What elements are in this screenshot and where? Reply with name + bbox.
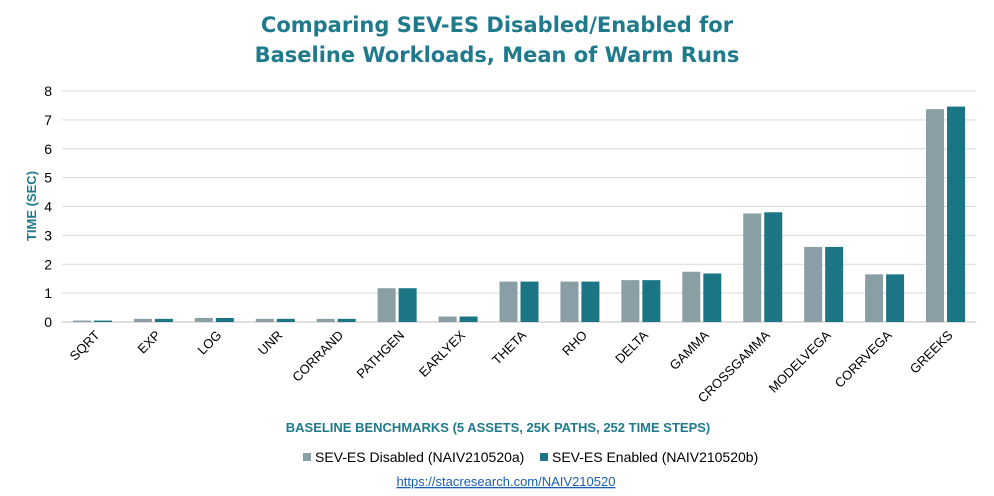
- bar-corrvega-enabled: [886, 274, 905, 322]
- bar-modelvega-disabled: [804, 246, 823, 322]
- y-tick-label: 4: [44, 199, 52, 215]
- bar-sqrt-enabled: [93, 320, 112, 322]
- y-tick-label: 2: [44, 256, 52, 272]
- chart-title-line-1: Comparing SEV-ES Disabled/Enabled for: [261, 13, 734, 37]
- x-axis-categories: SQRT EXP LOG UNR CORRAND PATHGEN EARLYEX THETA R…: [67, 327, 956, 405]
- legend-label-enabled: SEV-ES Enabled (NAIV210520b): [552, 449, 758, 465]
- bar-rho-enabled: [581, 281, 600, 322]
- legend-swatch-disabled: [303, 453, 311, 461]
- bar-greeks-disabled: [926, 109, 945, 322]
- bar-unr-enabled: [276, 318, 295, 322]
- bar-corrand-enabled: [337, 318, 356, 322]
- x-category-label: DELTA: [612, 327, 651, 366]
- y-axis-title: TIME (SEC): [24, 171, 39, 241]
- bar-corrvega-disabled: [865, 274, 884, 322]
- y-tick-label: 5: [44, 170, 52, 186]
- y-tick-label: 3: [44, 227, 52, 243]
- bar-delta-enabled: [642, 280, 661, 322]
- x-category-label: LOG: [194, 328, 224, 358]
- bar-earlyex-enabled: [459, 316, 478, 322]
- bar-gamma-enabled: [703, 273, 722, 322]
- x-category-label: CORRAND: [289, 328, 346, 385]
- bar-delta-disabled: [621, 280, 640, 322]
- bar-pathgen-enabled: [398, 288, 417, 322]
- x-category-label: EXP: [135, 328, 164, 357]
- bar-log-disabled: [194, 317, 213, 322]
- x-category-label: GREEKS: [907, 327, 956, 376]
- legend-label-disabled: SEV-ES Disabled (NAIV210520a): [315, 449, 524, 465]
- legend: SEV-ES Disabled (NAIV210520a) SEV-ES Ena…: [303, 449, 758, 465]
- bar-exp-enabled: [154, 318, 173, 322]
- bar-modelvega-enabled: [825, 246, 844, 322]
- x-category-label: MODELVEGA: [766, 327, 834, 395]
- y-tick-label: 1: [44, 285, 52, 301]
- x-category-label: EARLYEX: [416, 327, 469, 380]
- y-axis-ticks: 0 1 2 3 4 5 6 7 8: [44, 83, 52, 330]
- bar-exp-disabled: [133, 318, 152, 322]
- x-category-label: SQRT: [67, 327, 103, 363]
- bar-gamma-disabled: [682, 271, 701, 322]
- bar-corrand-disabled: [316, 318, 335, 322]
- bar-theta-enabled: [520, 281, 539, 322]
- x-category-label: RHO: [559, 328, 590, 359]
- x-category-label: THETA: [489, 327, 529, 367]
- legend-swatch-enabled: [540, 453, 548, 461]
- bar-pathgen-disabled: [377, 288, 396, 322]
- source-link[interactable]: https://stacresearch.com/NAIV210520: [397, 474, 616, 489]
- x-axis-title: BASELINE BENCHMARKS (5 ASSETS, 25K PATHS…: [286, 420, 711, 435]
- bar-unr-disabled: [255, 318, 274, 322]
- chart-title-line-2: Baseline Workloads, Mean of Warm Runs: [255, 43, 740, 67]
- x-category-label: CORRVEGA: [832, 327, 895, 390]
- gridlines: [62, 90, 976, 323]
- y-tick-label: 8: [44, 83, 52, 99]
- y-tick-label: 0: [44, 314, 52, 330]
- y-tick-label: 6: [44, 141, 52, 157]
- bar-greeks-enabled: [947, 106, 966, 322]
- bar-theta-disabled: [499, 281, 518, 322]
- bar-crossgamma-disabled: [743, 213, 762, 322]
- y-tick-label: 7: [44, 112, 52, 128]
- bar-sqrt-disabled: [72, 320, 91, 322]
- x-category-label: GAMMA: [667, 327, 713, 373]
- bar-earlyex-disabled: [438, 316, 457, 322]
- x-category-label: PATHGEN: [354, 328, 408, 382]
- x-category-label: UNR: [255, 328, 286, 359]
- bars: [72, 106, 966, 322]
- bar-log-enabled: [215, 317, 234, 322]
- bar-crossgamma-enabled: [764, 212, 783, 322]
- bar-rho-disabled: [560, 281, 579, 322]
